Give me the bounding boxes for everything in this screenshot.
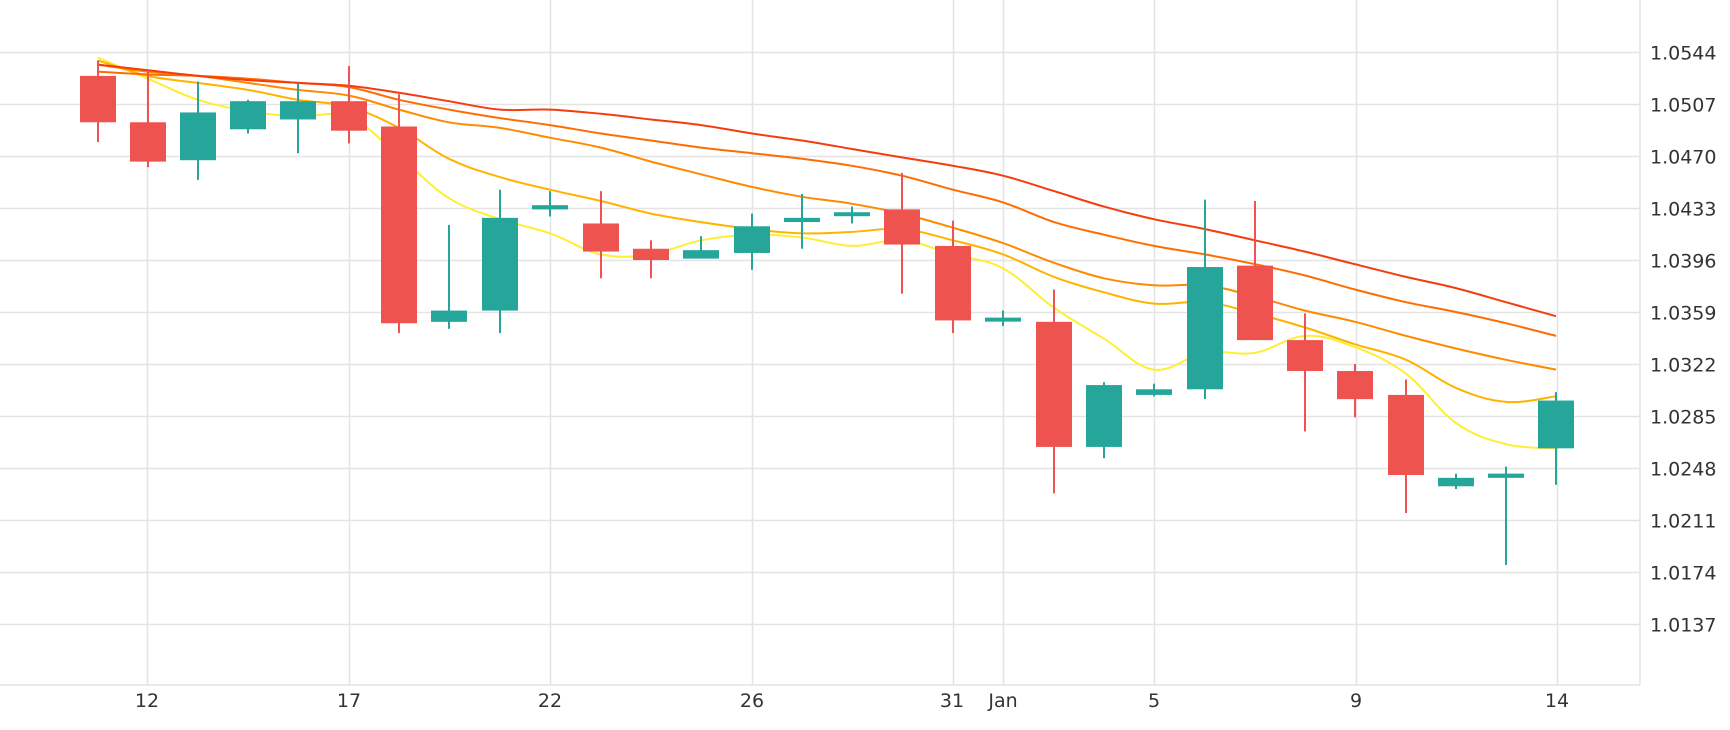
- candle: [985, 310, 1021, 327]
- y-tick-label: 1.0359: [1650, 303, 1716, 325]
- x-tick-label: 14: [1545, 690, 1569, 712]
- candle-body: [130, 122, 166, 162]
- moving-average-line: [97, 59, 1557, 404]
- candle: [1388, 379, 1424, 513]
- x-axis: 12 17 22 26 31 Jan 5 9 14: [135, 690, 1569, 712]
- y-tick-label: 1.0470: [1650, 147, 1716, 169]
- candle: [381, 94, 417, 334]
- candles: [80, 60, 1574, 565]
- candle: [583, 191, 619, 279]
- candle-body: [985, 317, 1021, 322]
- candle-body: [1438, 477, 1474, 487]
- candle-body: [1488, 473, 1524, 478]
- candle: [1538, 392, 1574, 485]
- x-tick-label: 12: [135, 690, 159, 712]
- moving-average-line: [97, 63, 1557, 371]
- candle: [180, 81, 216, 180]
- candle-body: [431, 310, 467, 322]
- grid: [0, 0, 1641, 686]
- candle: [834, 206, 870, 224]
- candle-body: [381, 126, 417, 324]
- candle-body: [583, 223, 619, 252]
- candle-body: [331, 101, 367, 131]
- candle: [1488, 466, 1524, 565]
- candle: [1036, 289, 1072, 494]
- candle: [784, 193, 820, 249]
- y-tick-label: 1.0544: [1650, 43, 1716, 65]
- candle: [80, 60, 116, 142]
- candle: [1187, 199, 1223, 400]
- moving-average-line: [97, 70, 1557, 337]
- candle-body: [784, 217, 820, 223]
- x-tick-label: Jan: [987, 690, 1017, 712]
- y-tick-label: 1.0137: [1650, 615, 1716, 637]
- x-tick-label: 17: [337, 690, 361, 712]
- candle-body: [1136, 389, 1172, 395]
- candle: [1287, 313, 1323, 432]
- candle-body: [230, 101, 266, 130]
- candle-body: [734, 226, 770, 253]
- x-tick-label: 31: [940, 690, 964, 712]
- candle: [633, 240, 669, 279]
- y-tick-label: 1.0322: [1650, 355, 1716, 377]
- candle: [331, 66, 367, 144]
- y-tick-label: 1.0211: [1650, 511, 1716, 533]
- y-tick-label: 1.0248: [1650, 459, 1716, 481]
- candle: [1237, 200, 1273, 341]
- candle: [431, 224, 467, 329]
- candle-body: [1086, 385, 1122, 447]
- candle-body: [280, 101, 316, 120]
- candle: [884, 172, 920, 294]
- y-tick-label: 1.0285: [1650, 407, 1716, 429]
- y-tick-label: 1.0507: [1650, 95, 1716, 117]
- x-tick-label: 5: [1148, 690, 1160, 712]
- candle: [1086, 382, 1122, 459]
- candle-body: [1036, 321, 1072, 447]
- moving-average-line: [97, 63, 1557, 318]
- candle: [532, 191, 568, 217]
- candle-body: [1538, 400, 1574, 449]
- candle-body: [834, 212, 870, 217]
- y-axis: 1.0544 1.0507 1.0470 1.0433 1.0396 1.0359 1.03…: [1650, 43, 1716, 637]
- x-tick-label: 22: [538, 690, 562, 712]
- y-tick-label: 1.0433: [1650, 199, 1716, 221]
- candle: [935, 220, 971, 334]
- y-tick-label: 1.0396: [1650, 251, 1716, 273]
- candle-body: [1337, 371, 1373, 400]
- candle: [280, 82, 316, 154]
- candle: [130, 70, 166, 168]
- candle-body: [1237, 265, 1273, 341]
- candle: [683, 236, 719, 259]
- candle-body: [532, 205, 568, 210]
- candle-body: [935, 245, 971, 321]
- candle-body: [683, 250, 719, 259]
- x-tick-label: 9: [1350, 690, 1362, 712]
- candle: [1136, 383, 1172, 397]
- candle-body: [482, 217, 518, 311]
- candle: [1438, 473, 1474, 490]
- candle: [734, 213, 770, 270]
- candle: [230, 99, 266, 134]
- candle-body: [1388, 394, 1424, 476]
- y-tick-label: 1.0174: [1650, 563, 1716, 585]
- candle-body: [633, 248, 669, 260]
- candle-body: [80, 75, 116, 123]
- candle: [1337, 364, 1373, 418]
- x-tick-label: 26: [740, 690, 764, 712]
- candle-body: [1287, 340, 1323, 372]
- candle-body: [180, 112, 216, 161]
- candle-body: [1187, 267, 1223, 390]
- candle-body: [884, 209, 920, 245]
- candle: [482, 189, 518, 334]
